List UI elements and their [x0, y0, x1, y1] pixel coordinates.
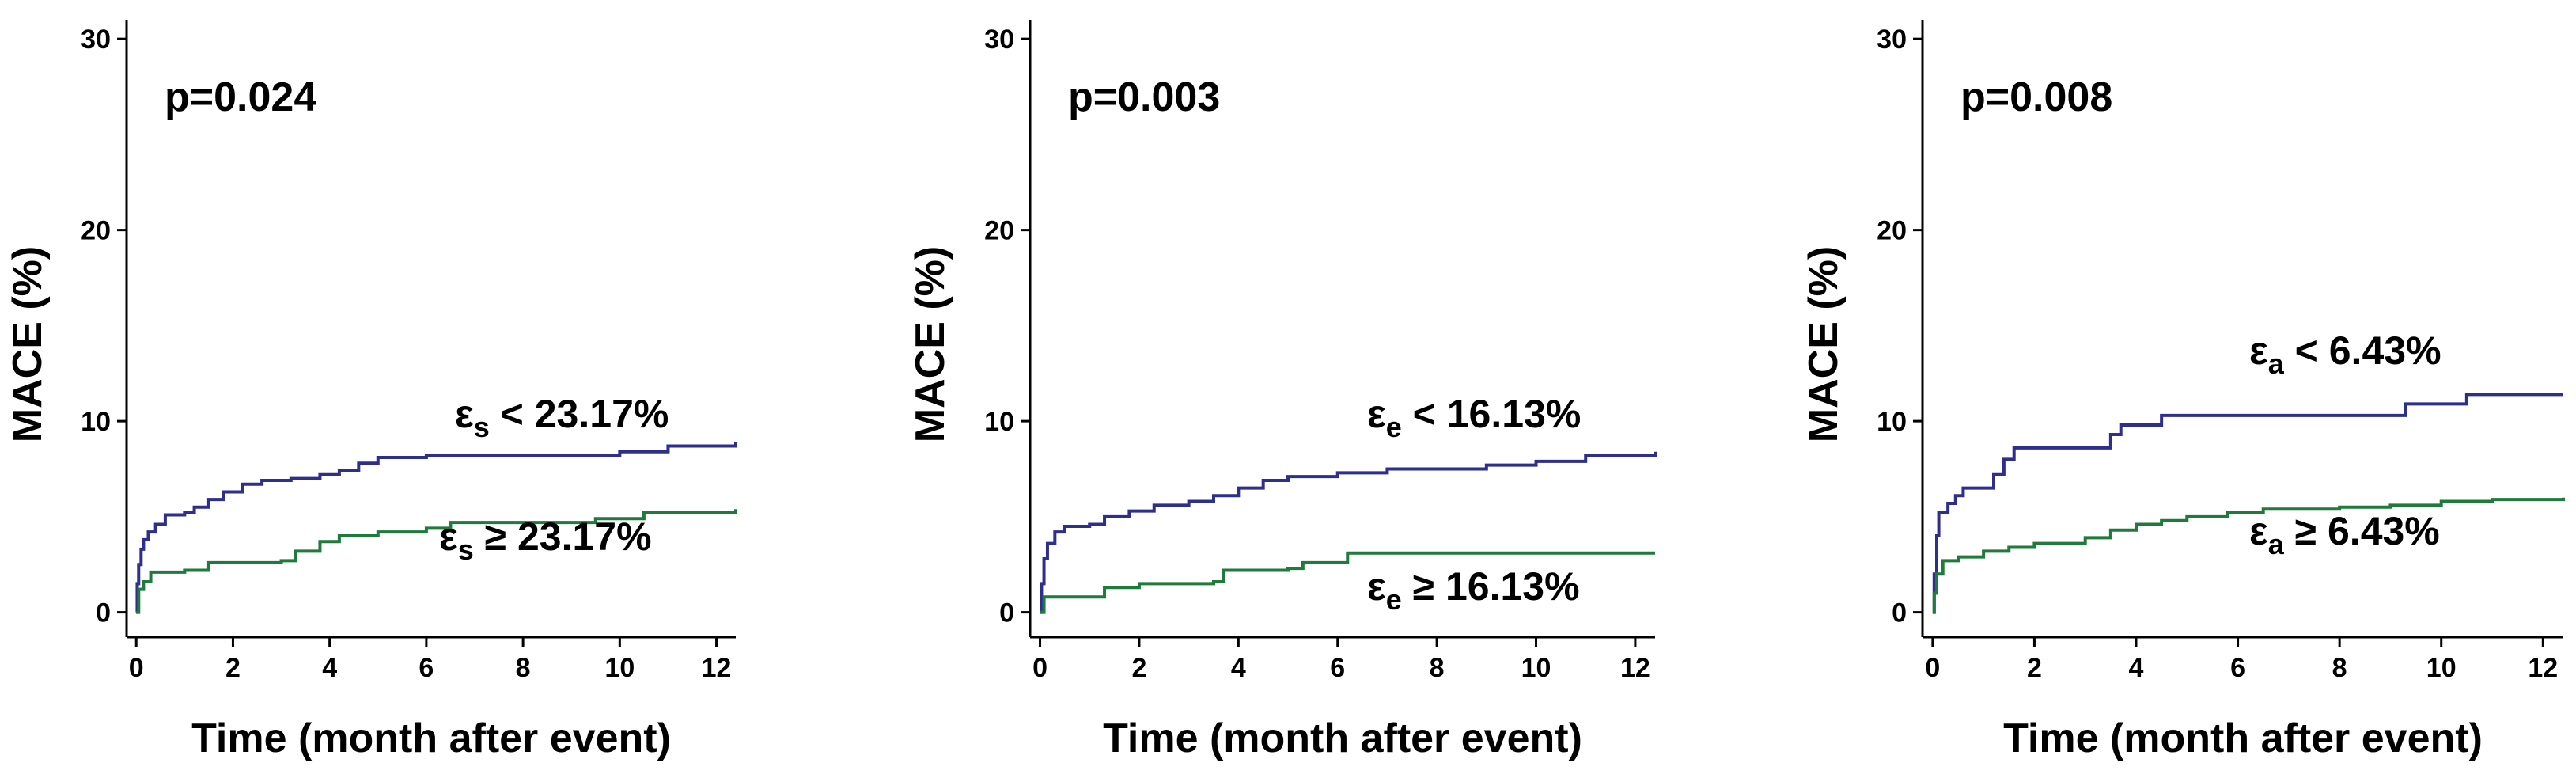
y-tick-label: 30 [1877, 25, 1907, 55]
x-tick-label: 8 [2332, 653, 2347, 683]
series-line-1 [1040, 451, 1657, 614]
y-axis-title: MACE (%) [907, 246, 953, 442]
series-label-1: εs < 23.17% [455, 392, 669, 443]
series-label-1: εe < 16.13% [1367, 392, 1581, 443]
series-line-1 [135, 442, 737, 614]
x-tick-label: 10 [2426, 653, 2457, 683]
x-tick-label: 12 [1620, 653, 1650, 683]
y-tick-label: 0 [999, 598, 1014, 628]
x-tick-label: 6 [1330, 653, 1345, 683]
x-tick-label: 4 [322, 653, 337, 683]
series-line-2 [1040, 551, 1655, 614]
x-tick-label: 4 [1231, 653, 1246, 683]
x-tick-label: 8 [516, 653, 531, 683]
x-tick-label: 2 [2027, 653, 2042, 683]
y-tick-label: 0 [1892, 598, 1907, 628]
x-tick-label: 6 [2230, 653, 2245, 683]
x-tick-label: 12 [2528, 653, 2558, 683]
series-line-2 [1932, 497, 2565, 614]
p-value-label: p=0.024 [165, 74, 316, 120]
y-tick-label: 30 [81, 25, 111, 55]
x-tick-label: 0 [1032, 653, 1047, 683]
x-tick-label: 8 [1430, 653, 1445, 683]
y-tick-label: 30 [984, 25, 1014, 55]
series-label-2: εe ≥ 16.13% [1367, 564, 1580, 616]
series-label-2: εs ≥ 23.17% [439, 514, 652, 566]
y-tick-label: 10 [81, 407, 111, 437]
y-axis-title: MACE (%) [1801, 246, 1847, 442]
y-tick-label: 10 [984, 407, 1014, 437]
chart-panel-1: 0 10 20 30 0 2 4 6 8 10 12 Time (month after event)… [5, 20, 737, 761]
x-tick-label: 0 [129, 653, 144, 683]
y-tick-label: 0 [96, 598, 111, 628]
x-axis-title: Time (month after event) [1103, 715, 1582, 761]
y-axis-title: MACE (%) [5, 246, 51, 442]
y-tick-label: 10 [1877, 407, 1907, 437]
x-tick-label: 4 [2129, 653, 2144, 683]
series-label-2: εa ≥ 6.43% [2249, 509, 2440, 560]
p-value-label: p=0.003 [1068, 74, 1220, 120]
y-tick-label: 20 [984, 216, 1014, 246]
x-tick-label: 10 [604, 653, 635, 683]
x-tick-label: 6 [419, 653, 434, 683]
x-tick-label: 2 [225, 653, 241, 683]
x-axis-title: Time (month after event) [2003, 715, 2483, 761]
chart-panel-3: 0 10 20 30 0 2 4 6 8 10 12 Time (month after event)… [1801, 20, 2565, 761]
x-tick-label: 12 [702, 653, 732, 683]
series-line-1 [1932, 393, 2563, 614]
x-tick-label: 0 [1925, 653, 1940, 683]
series-label-1: εa < 6.43% [2249, 328, 2442, 380]
x-tick-label: 2 [1131, 653, 1146, 683]
chart-panel-2: 0 10 20 30 0 2 4 6 8 10 12 Time (month after event)… [907, 20, 1657, 761]
x-tick-label: 10 [1521, 653, 1551, 683]
series-line-2 [136, 509, 737, 614]
y-tick-label: 20 [81, 216, 111, 246]
p-value-label: p=0.008 [1960, 74, 2112, 120]
y-tick-label: 20 [1877, 216, 1907, 246]
x-axis-title: Time (month after event) [191, 715, 671, 761]
